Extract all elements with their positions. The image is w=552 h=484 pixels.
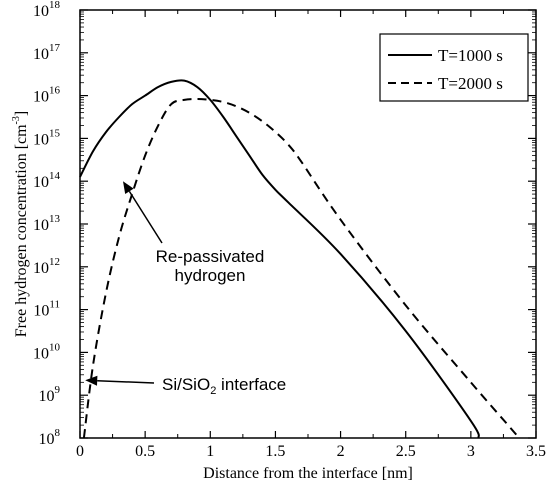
x-tick-label: 0 bbox=[76, 443, 84, 460]
annotation-repassivated-line2: hydrogen bbox=[175, 266, 246, 285]
y-tick-label: 108 bbox=[39, 427, 61, 448]
y-axis-label-close: ] bbox=[13, 111, 30, 116]
annotation-interface-arrow bbox=[97, 379, 155, 384]
series-line-1000s bbox=[79, 79, 480, 439]
y-tick-label: 1014 bbox=[33, 170, 61, 191]
x-axis-ticks: 0 0.5 1 1.5 2 2.5 3 3.5 bbox=[76, 10, 546, 460]
annotation-interface-arrowhead bbox=[85, 375, 98, 386]
x-tick-label: 1.5 bbox=[265, 443, 285, 460]
x-tick-label: 2.5 bbox=[396, 443, 416, 460]
y-tick-label: 1010 bbox=[33, 341, 61, 362]
y-axis-ticks: 108 109 1010 1011 1012 1013 1014 1015 1016 1017 10… bbox=[33, 0, 536, 448]
y-axis-label-sup: -3 bbox=[11, 116, 22, 124]
y-tick-label: 1018 bbox=[33, 0, 61, 20]
annotation-interface-post: interface bbox=[216, 375, 286, 394]
annotation-repassivated-arrowhead bbox=[122, 181, 134, 195]
series-line-2000s bbox=[82, 98, 520, 439]
x-tick-label: 3.5 bbox=[526, 443, 546, 460]
annotation-repassivated-line1: Re-passivated bbox=[156, 247, 265, 266]
legend: T=1000 s T=2000 s bbox=[379, 33, 529, 102]
annotation-repassivated-arrow bbox=[128, 190, 163, 244]
y-tick-label: 1012 bbox=[33, 256, 60, 277]
y-tick-label: 1013 bbox=[33, 213, 61, 234]
series-layer bbox=[79, 79, 520, 439]
legend-label-2000: T=2000 s bbox=[438, 74, 503, 93]
x-axis-label: Distance from the interface [nm] bbox=[203, 465, 413, 482]
y-axis-label-main: Free hydrogen concentration [cm bbox=[13, 124, 30, 337]
legend-box bbox=[379, 33, 529, 102]
y-tick-label: 1011 bbox=[33, 299, 60, 320]
annotation-interface-label: Si/SiO2 interface bbox=[162, 375, 286, 397]
annotation-interface: Si/SiO2 interface bbox=[85, 375, 286, 397]
y-axis-label: Free hydrogen concentration [cm-3] bbox=[11, 111, 30, 337]
annotation-interface-pre: Si/SiO bbox=[162, 375, 210, 394]
y-tick-label: 1016 bbox=[33, 85, 61, 106]
x-tick-label: 0.5 bbox=[135, 443, 155, 460]
legend-label-1000: T=1000 s bbox=[438, 46, 503, 65]
y-tick-label: 109 bbox=[39, 384, 61, 405]
x-tick-label: 1 bbox=[206, 443, 214, 460]
x-tick-label: 2 bbox=[337, 443, 345, 460]
y-tick-label: 1015 bbox=[33, 127, 61, 148]
x-tick-label: 3 bbox=[467, 443, 475, 460]
annotation-interface-sub: 2 bbox=[210, 385, 216, 397]
y-tick-label: 1017 bbox=[33, 42, 61, 63]
annotation-repassivated: Re-passivated hydrogen bbox=[122, 181, 265, 285]
